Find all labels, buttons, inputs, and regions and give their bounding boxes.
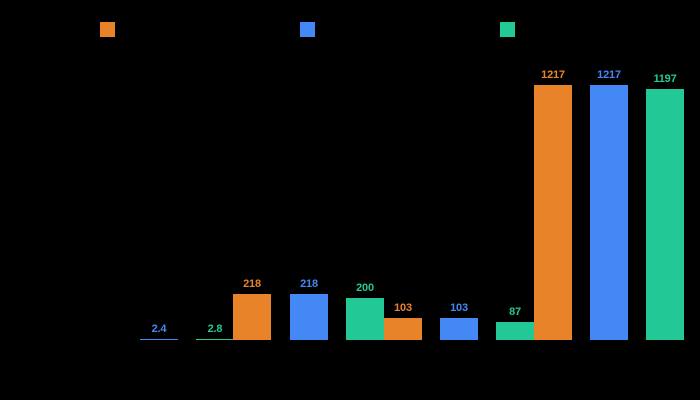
bar-value-label: 103 [394,302,412,314]
bar-value-label: 87 [509,306,521,318]
bar [346,298,384,340]
bar-value-label: 218 [243,278,261,290]
bar [440,318,478,340]
bar-value-label: 1217 [541,69,565,81]
bar [496,322,534,340]
bar-value-label: 200 [356,282,374,294]
legend-swatch-orange [100,22,115,37]
legend-swatch-blue [300,22,315,37]
bar [384,318,422,340]
bar [534,85,572,340]
bar [590,85,628,340]
legend-item-series-2 [300,22,321,37]
bar-value-label: 103 [450,302,468,314]
legend-item-series-1 [100,22,121,37]
bar-value-label: 2.8 [207,323,223,335]
bar [290,294,328,340]
bar-value-label: 1217 [597,69,621,81]
bar-value-label: 2.4 [151,323,167,335]
legend-swatch-green [500,22,515,37]
bar-value-label: 1197 [653,73,677,85]
legend-item-series-3 [500,22,521,37]
bar [646,89,684,340]
bar [233,294,271,340]
bar-value-label: 218 [300,278,318,290]
bar [196,339,234,340]
bar [140,339,178,340]
